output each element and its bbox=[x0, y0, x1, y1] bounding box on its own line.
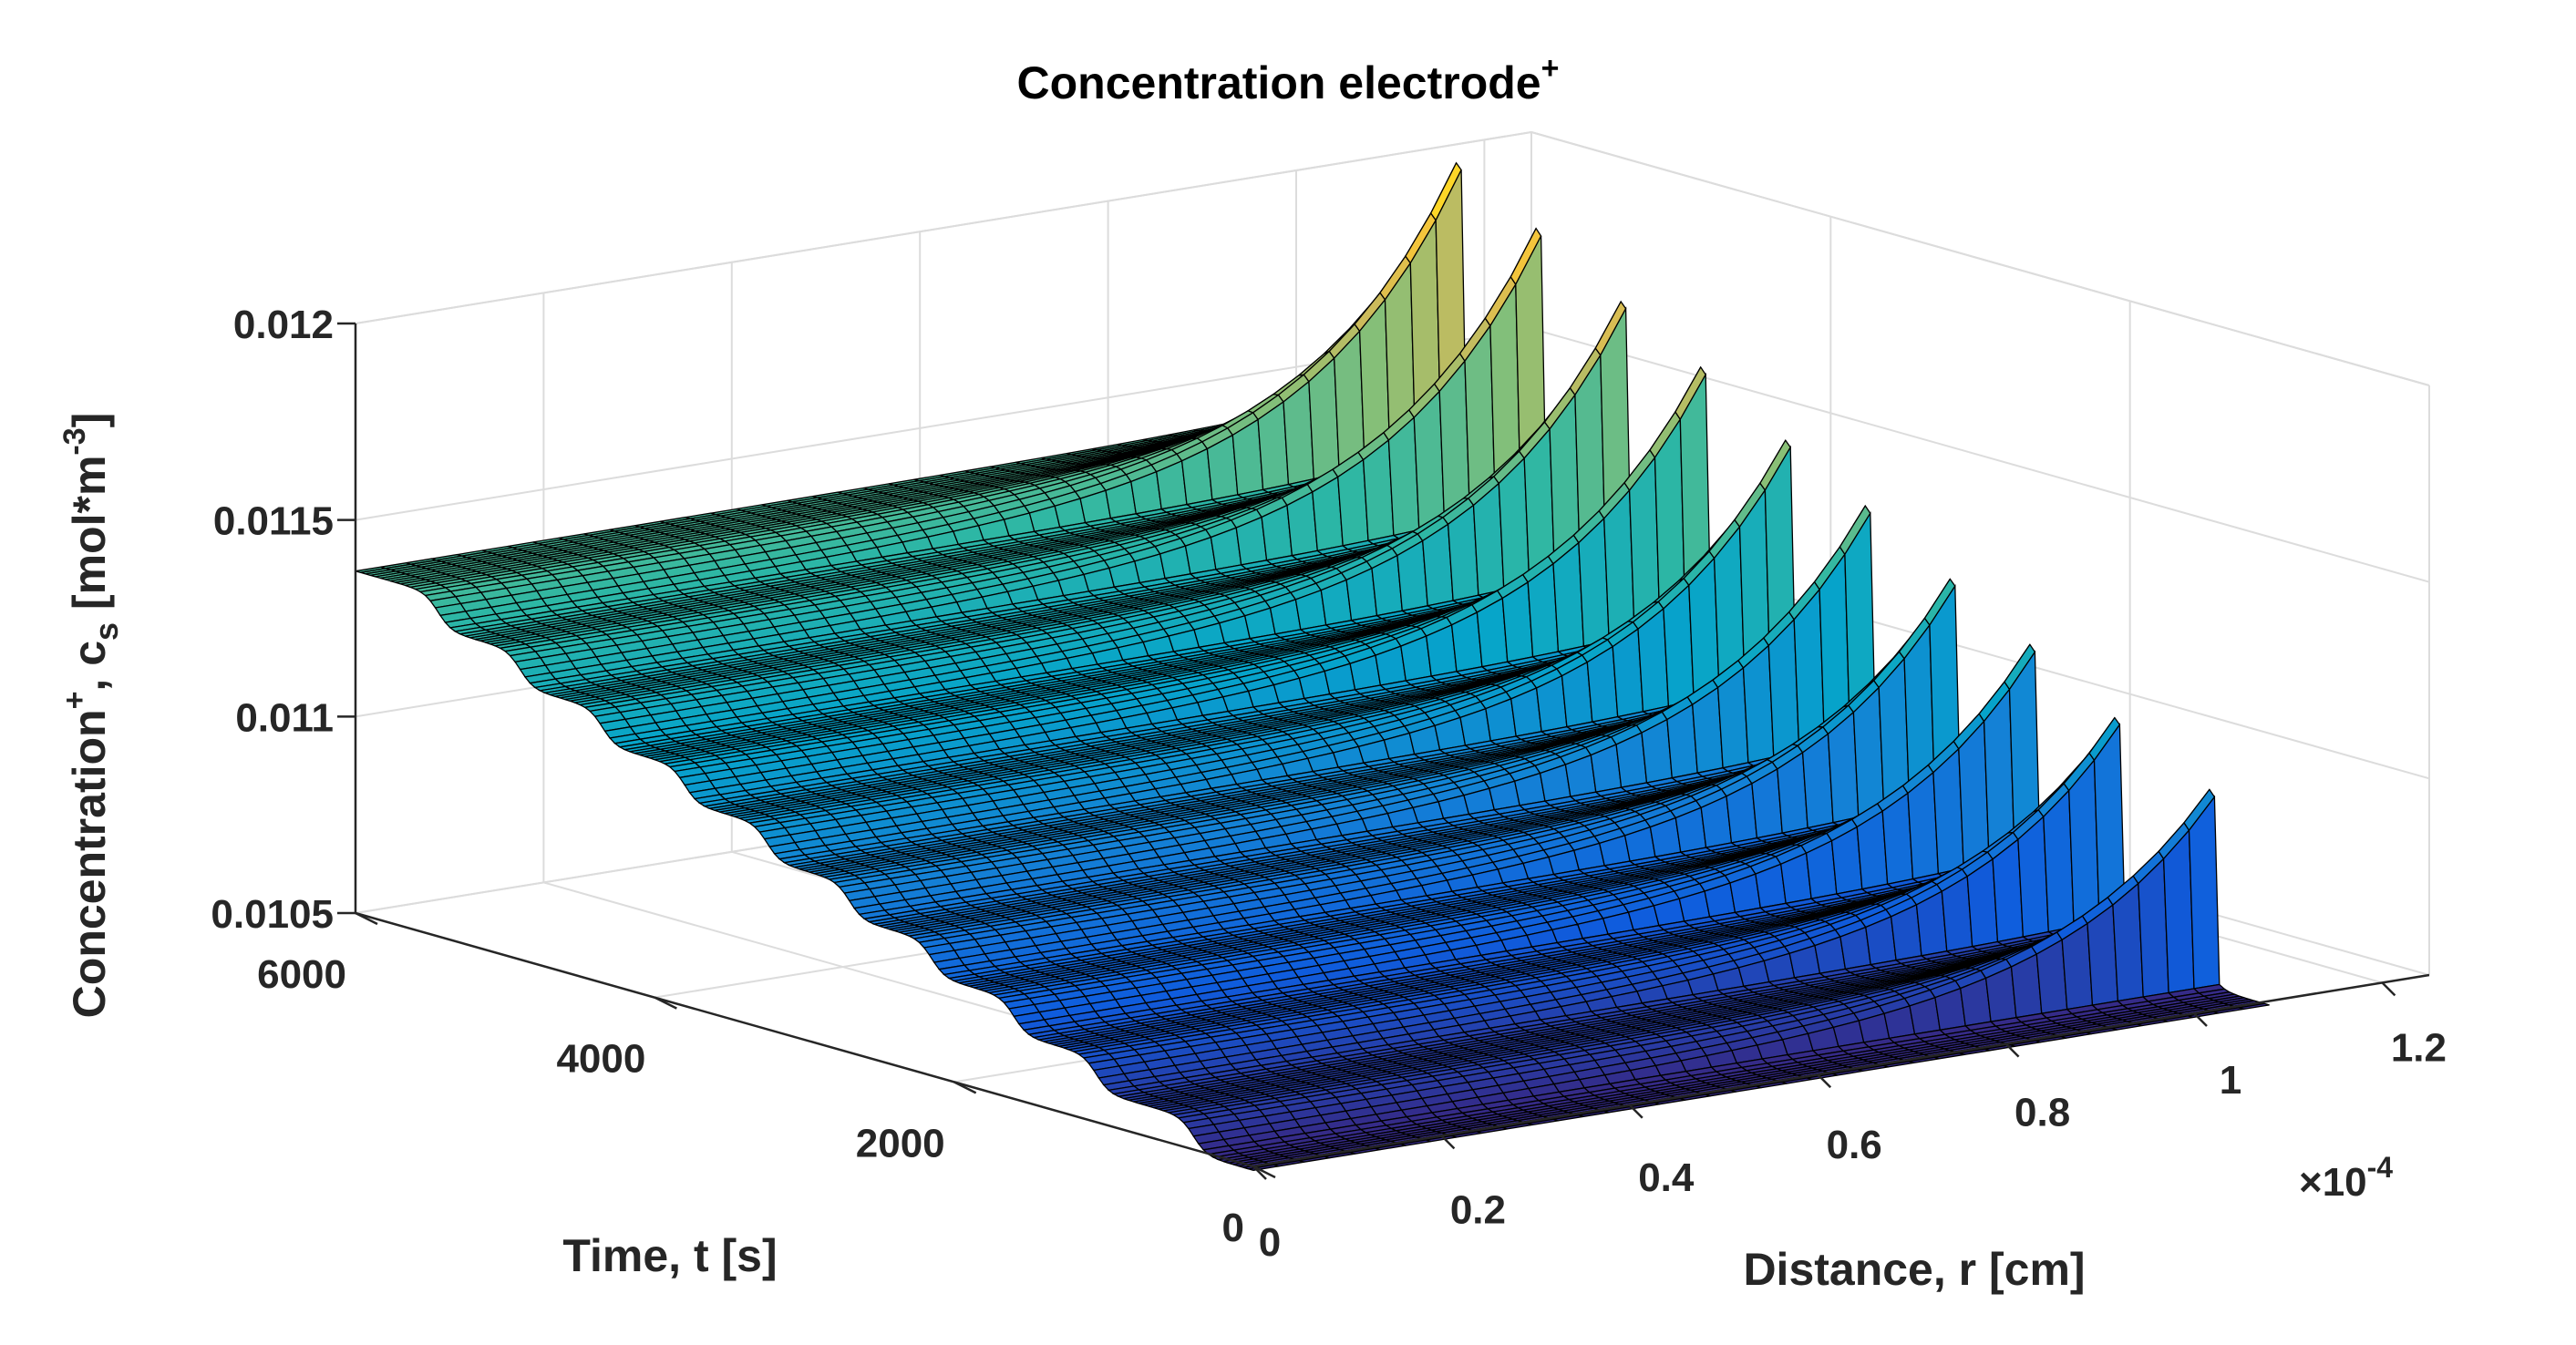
box-edge bbox=[355, 131, 1532, 324]
box-edge bbox=[1530, 131, 2430, 386]
surface-layer bbox=[355, 161, 2270, 1171]
z-grid-line bbox=[1530, 327, 2430, 583]
